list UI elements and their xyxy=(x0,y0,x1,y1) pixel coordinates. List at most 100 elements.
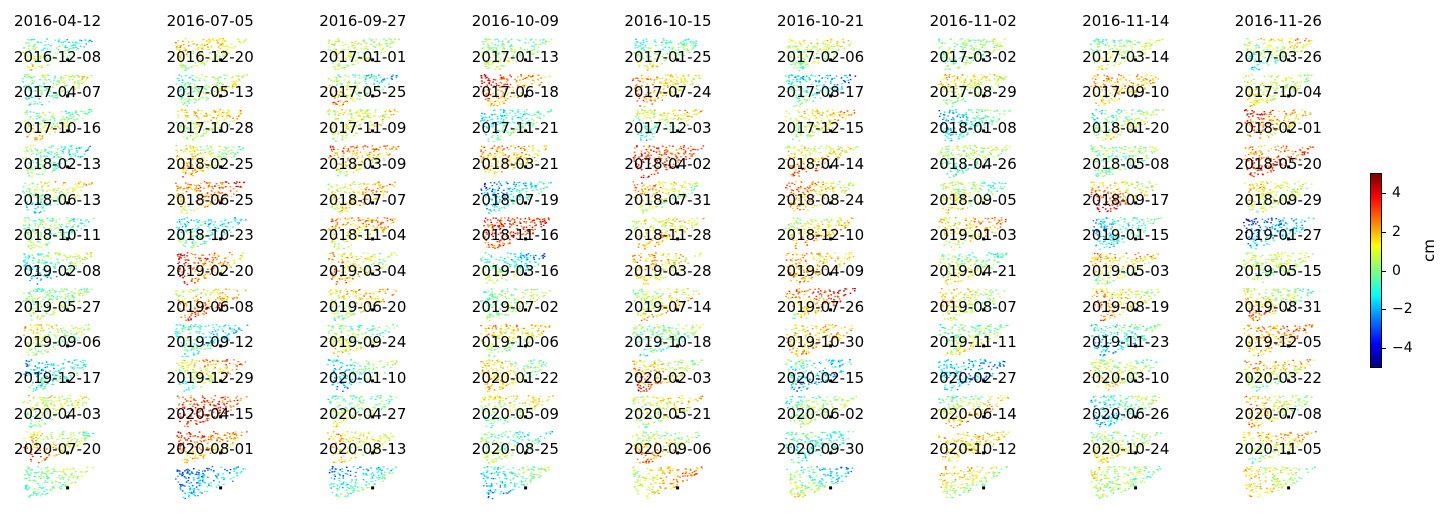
displacement-pixel xyxy=(182,93,185,95)
displacement-pixel xyxy=(1125,56,1128,58)
displacement-pixel xyxy=(661,114,663,117)
displacement-pixel xyxy=(963,43,966,45)
displacement-pixel xyxy=(30,91,32,94)
displacement-pixel xyxy=(1252,121,1254,124)
displacement-pixel xyxy=(515,61,517,63)
displacement-pixel xyxy=(686,80,689,82)
displacement-pixel xyxy=(805,94,808,97)
displacement-pixel xyxy=(1117,91,1119,94)
displacement-pixel xyxy=(1118,39,1120,42)
displacement-pixel xyxy=(183,110,185,112)
displacement-pixel xyxy=(42,167,45,169)
displacement-pixel xyxy=(942,52,944,54)
displacement-pixel xyxy=(181,123,184,126)
displacement-pixel xyxy=(81,155,83,158)
displacement-pixel xyxy=(1257,85,1260,88)
displacement-pixel xyxy=(953,127,955,130)
displacement-pixel xyxy=(345,137,347,139)
displacement-pixel xyxy=(347,55,349,57)
displacement-pixel xyxy=(489,60,491,62)
reference-point-marker xyxy=(676,58,680,62)
displacement-pixel xyxy=(177,94,180,96)
displacement-pixel xyxy=(1131,88,1133,90)
displacement-map xyxy=(937,38,1005,71)
displacement-pixel xyxy=(684,44,686,46)
displacement-pixel xyxy=(964,128,967,130)
displacement-pixel xyxy=(225,115,228,118)
displacement-pixel xyxy=(494,78,497,81)
displacement-pixel xyxy=(1267,64,1269,66)
displacement-pixel xyxy=(501,130,503,133)
displacement-pixel xyxy=(397,38,400,40)
displacement-pixel xyxy=(39,56,42,58)
displacement-pixel xyxy=(378,124,381,126)
displacement-pixel xyxy=(216,163,219,165)
displacement-pixel xyxy=(182,43,185,46)
displacement-pixel xyxy=(485,117,487,119)
displacement-pixel xyxy=(801,96,804,98)
displacement-pixel xyxy=(1284,87,1287,89)
displacement-pixel xyxy=(207,48,210,50)
displacement-pixel xyxy=(637,61,639,64)
displacement-pixel xyxy=(966,88,968,90)
displacement-pixel xyxy=(970,84,973,86)
displacement-pixel xyxy=(803,132,805,134)
displacement-pixel xyxy=(665,118,668,121)
displacement-pixel xyxy=(223,40,225,42)
displacement-pixel xyxy=(796,78,798,80)
displacement-pixel xyxy=(1095,39,1097,41)
displacement-pixel xyxy=(26,73,28,76)
displacement-pixel xyxy=(793,84,795,86)
displacement-pixel xyxy=(692,82,694,84)
displacement-pixel xyxy=(1262,43,1265,45)
displacement-pixel xyxy=(502,75,505,78)
displacement-pixel xyxy=(230,152,232,154)
displacement-pixel xyxy=(680,77,683,80)
displacement-pixel xyxy=(363,85,366,88)
displacement-pixel xyxy=(671,48,674,50)
displacement-pixel xyxy=(196,170,198,173)
displacement-pixel xyxy=(358,82,361,84)
displacement-pixel xyxy=(29,89,32,91)
displacement-pixel xyxy=(25,165,28,167)
displacement-pixel xyxy=(949,86,952,88)
displacement-pixel xyxy=(351,60,354,62)
displacement-pixel xyxy=(973,93,976,95)
displacement-pixel xyxy=(212,166,215,168)
displacement-pixel xyxy=(845,74,847,76)
displacement-pixel xyxy=(350,114,352,116)
displacement-pixel xyxy=(502,65,505,67)
displacement-pixel xyxy=(347,75,350,77)
displacement-pixel xyxy=(1146,42,1148,44)
displacement-pixel xyxy=(73,161,75,163)
displacement-pixel xyxy=(342,114,345,116)
displacement-pixel xyxy=(799,42,801,45)
displacement-pixel xyxy=(27,39,29,41)
panel-date-label: 2017-10-28 xyxy=(166,119,254,138)
displacement-pixel xyxy=(1259,84,1262,86)
displacement-pixel xyxy=(1153,81,1155,84)
displacement-pixel xyxy=(1306,74,1308,76)
displacement-pixel xyxy=(953,91,956,93)
displacement-pixel xyxy=(177,164,180,166)
displacement-pixel xyxy=(1250,104,1253,106)
displacement-pixel xyxy=(699,76,702,78)
displacement-pixel xyxy=(507,92,509,94)
displacement-pixel xyxy=(353,42,356,45)
displacement-pixel xyxy=(495,55,498,57)
displacement-pixel xyxy=(964,100,966,102)
displacement-pixel xyxy=(971,49,974,51)
displacement-pixel xyxy=(44,89,46,91)
displacement-pixel xyxy=(1304,45,1307,47)
displacement-pixel xyxy=(1301,109,1303,112)
displacement-pixel xyxy=(327,77,330,79)
reference-point-marker xyxy=(523,129,527,133)
displacement-pixel xyxy=(647,53,650,55)
displacement-pixel xyxy=(513,91,515,94)
displacement-pixel xyxy=(950,80,952,83)
displacement-pixel xyxy=(965,122,967,124)
displacement-pixel xyxy=(231,117,234,120)
displacement-pixel xyxy=(339,99,342,102)
displacement-pixel xyxy=(817,88,819,91)
displacement-pixel xyxy=(548,40,550,43)
